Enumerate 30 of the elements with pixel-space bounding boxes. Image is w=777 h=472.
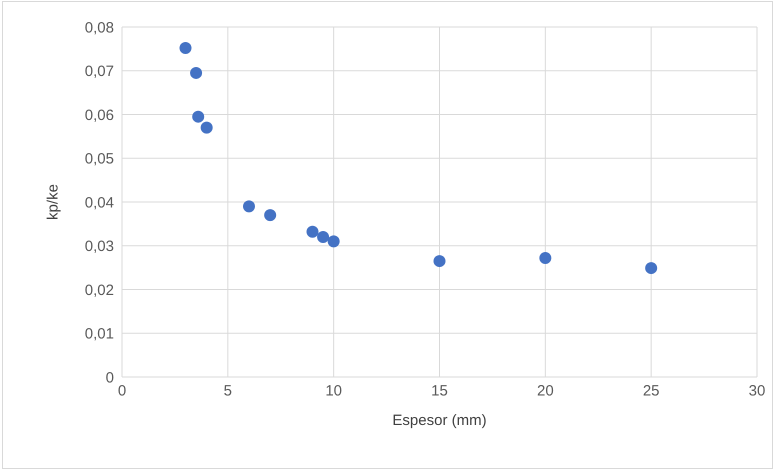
x-tick-label: 25 <box>642 382 660 400</box>
point <box>306 226 318 238</box>
point <box>645 262 658 274</box>
point <box>192 110 204 123</box>
x-tick-label: 15 <box>431 382 448 400</box>
point <box>317 231 330 243</box>
x-tick-label: 20 <box>536 382 554 400</box>
y-tick-label: 0,02 <box>84 282 114 299</box>
y-tick-label: 0,04 <box>84 194 114 212</box>
y-tick-label: 0,03 <box>84 238 114 256</box>
point <box>328 235 340 248</box>
y-tick-label: 0,08 <box>84 19 114 36</box>
y-tick-label: 0,06 <box>84 106 114 124</box>
point <box>190 66 202 79</box>
point <box>243 200 255 212</box>
point <box>200 122 213 134</box>
x-tick-label: 0 <box>118 382 126 400</box>
x-axis-title: Espesor (mm) <box>392 412 487 429</box>
point <box>264 209 276 222</box>
y-tick-label: 0,05 <box>84 150 114 168</box>
y-tick-label: 0 <box>106 369 114 386</box>
y-axis-title: kp/ke <box>44 184 62 220</box>
y-tick-label: 0,01 <box>84 326 114 343</box>
x-tick-label: 10 <box>325 382 342 400</box>
x-tick-label: 30 <box>748 382 766 400</box>
x-tick-label: 5 <box>224 382 232 400</box>
point <box>180 42 192 54</box>
point <box>434 255 446 268</box>
point <box>539 252 552 264</box>
y-tick-label: 0,07 <box>84 63 114 80</box>
